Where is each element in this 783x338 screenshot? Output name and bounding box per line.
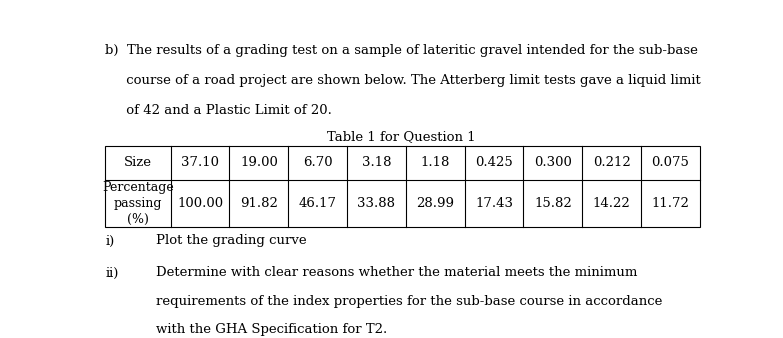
Text: 100.00: 100.00 bbox=[177, 197, 223, 210]
Text: with the GHA Specification for T2.: with the GHA Specification for T2. bbox=[156, 323, 387, 336]
Text: Determine with clear reasons whether the material meets the minimum: Determine with clear reasons whether the… bbox=[156, 266, 637, 280]
Text: 11.72: 11.72 bbox=[651, 197, 689, 210]
Text: 46.17: 46.17 bbox=[298, 197, 337, 210]
Text: 3.18: 3.18 bbox=[362, 156, 392, 169]
Text: course of a road project are shown below. The Atterberg limit tests gave a liqui: course of a road project are shown below… bbox=[105, 74, 701, 88]
Text: of 42 and a Plastic Limit of 20.: of 42 and a Plastic Limit of 20. bbox=[105, 104, 332, 117]
Text: 14.22: 14.22 bbox=[593, 197, 630, 210]
Text: i): i) bbox=[105, 235, 114, 247]
Text: 33.88: 33.88 bbox=[358, 197, 395, 210]
Text: 17.43: 17.43 bbox=[475, 197, 513, 210]
Text: 15.82: 15.82 bbox=[534, 197, 572, 210]
Text: 6.70: 6.70 bbox=[303, 156, 333, 169]
Text: 28.99: 28.99 bbox=[417, 197, 454, 210]
Text: 19.00: 19.00 bbox=[240, 156, 278, 169]
Text: ii): ii) bbox=[105, 266, 118, 280]
Text: 0.300: 0.300 bbox=[534, 156, 572, 169]
Text: b)  The results of a grading test on a sample of lateritic gravel intended for t: b) The results of a grading test on a sa… bbox=[105, 45, 698, 57]
Text: Table 1 for Question 1: Table 1 for Question 1 bbox=[327, 130, 475, 143]
Text: 0.075: 0.075 bbox=[651, 156, 689, 169]
Text: 0.212: 0.212 bbox=[593, 156, 630, 169]
Text: Size: Size bbox=[124, 156, 152, 169]
Text: requirements of the index properties for the sub-base course in accordance: requirements of the index properties for… bbox=[156, 295, 662, 308]
Bar bbox=[105, 146, 700, 227]
Text: 91.82: 91.82 bbox=[240, 197, 278, 210]
Text: Plot the grading curve: Plot the grading curve bbox=[156, 235, 306, 247]
Text: 1.18: 1.18 bbox=[420, 156, 450, 169]
Text: 37.10: 37.10 bbox=[181, 156, 219, 169]
Text: 0.425: 0.425 bbox=[475, 156, 513, 169]
Text: Percentage
passing
(%): Percentage passing (%) bbox=[102, 181, 174, 226]
